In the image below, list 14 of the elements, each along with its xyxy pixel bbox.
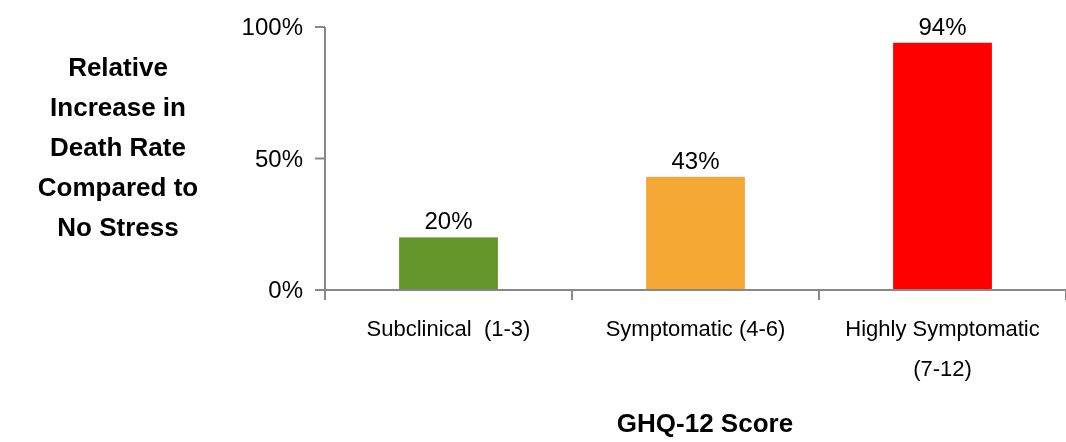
bar xyxy=(399,237,498,290)
y-tick-label: 50% xyxy=(254,144,303,172)
bar xyxy=(646,176,745,290)
x-tick-label: Subclinical (1-3) xyxy=(366,316,531,341)
y-tick-label: 100% xyxy=(241,13,303,41)
x-tick-label: Highly Symptomatic (7-12) xyxy=(845,316,1040,381)
x-tick-label: Symptomatic (4-6) xyxy=(605,316,786,341)
data-label: 43% xyxy=(671,146,720,174)
bar xyxy=(893,42,992,290)
y-tick-label: 0% xyxy=(268,276,303,304)
x-axis-title: GHQ-12 Score xyxy=(616,408,794,438)
data-label: 94% xyxy=(918,12,967,40)
y-axis-title: Relative Increase in Death Rate Compared to No Stress xyxy=(37,52,199,242)
data-label: 20% xyxy=(424,207,473,235)
